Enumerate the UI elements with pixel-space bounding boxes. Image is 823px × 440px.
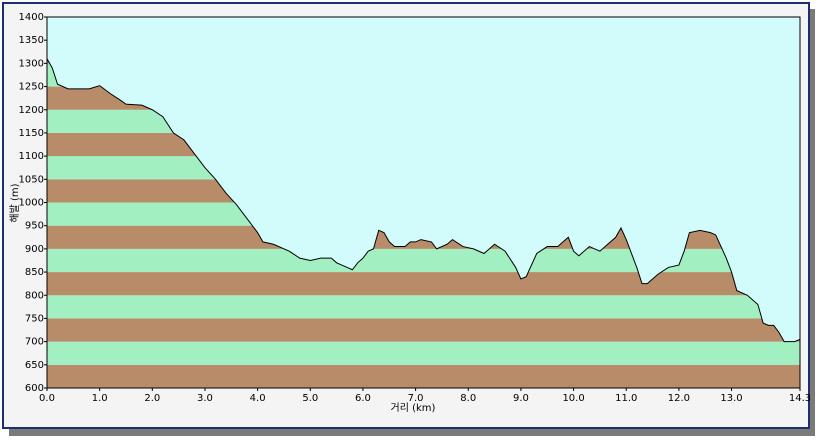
x-tick-label: 12.0 [668, 393, 690, 404]
x-tick-label: 0.0 [39, 393, 55, 404]
x-tick-label: 3.0 [197, 393, 213, 404]
elevation-band [47, 318, 800, 342]
y-tick-label: 1300 [19, 58, 44, 69]
y-tick-label: 1050 [19, 174, 44, 185]
y-tick-label: 600 [25, 383, 44, 394]
x-tick-label: 14.3 [789, 393, 811, 404]
plot-area [46, 16, 801, 389]
y-tick-label: 1150 [19, 128, 44, 139]
y-tick-label: 900 [25, 244, 44, 255]
y-axis-title: 해발 (m) [8, 183, 21, 222]
elevation-band [47, 272, 800, 296]
x-tick-label: 1.0 [92, 393, 108, 404]
x-tick-label: 11.0 [615, 393, 637, 404]
y-tick-label: 950 [25, 221, 44, 232]
x-tick-label: 7.0 [408, 393, 424, 404]
elevation-band [47, 341, 800, 365]
x-tick-label: 6.0 [355, 393, 371, 404]
x-tick-label: 9.0 [513, 393, 529, 404]
y-tick-label: 1000 [19, 198, 44, 209]
y-tick-label: 850 [25, 267, 44, 278]
x-tick-label: 2.0 [144, 393, 160, 404]
elevation-band [47, 295, 800, 319]
elevation-band [47, 364, 800, 388]
elevation-line [46, 58, 801, 343]
x-tick-label: 10.0 [562, 393, 584, 404]
y-tick-label: 700 [25, 337, 44, 348]
y-tick-label: 1250 [19, 82, 44, 93]
x-tick-label: 5.0 [302, 393, 318, 404]
y-tick-label: 1400 [19, 12, 44, 23]
x-tick-label: 8.0 [460, 393, 476, 404]
y-tick-label: 1100 [19, 151, 44, 162]
y-tick-label: 750 [25, 313, 44, 324]
y-tick-label: 800 [25, 290, 44, 301]
y-tick-label: 650 [25, 360, 44, 371]
y-tick-label: 1200 [19, 105, 44, 116]
y-tick-label: 1350 [19, 35, 44, 46]
x-tick-label: 13.0 [720, 393, 742, 404]
x-axis-title: 거리 (km) [391, 402, 436, 414]
elevation-band [47, 248, 800, 273]
x-tick-label: 4.0 [250, 393, 266, 404]
